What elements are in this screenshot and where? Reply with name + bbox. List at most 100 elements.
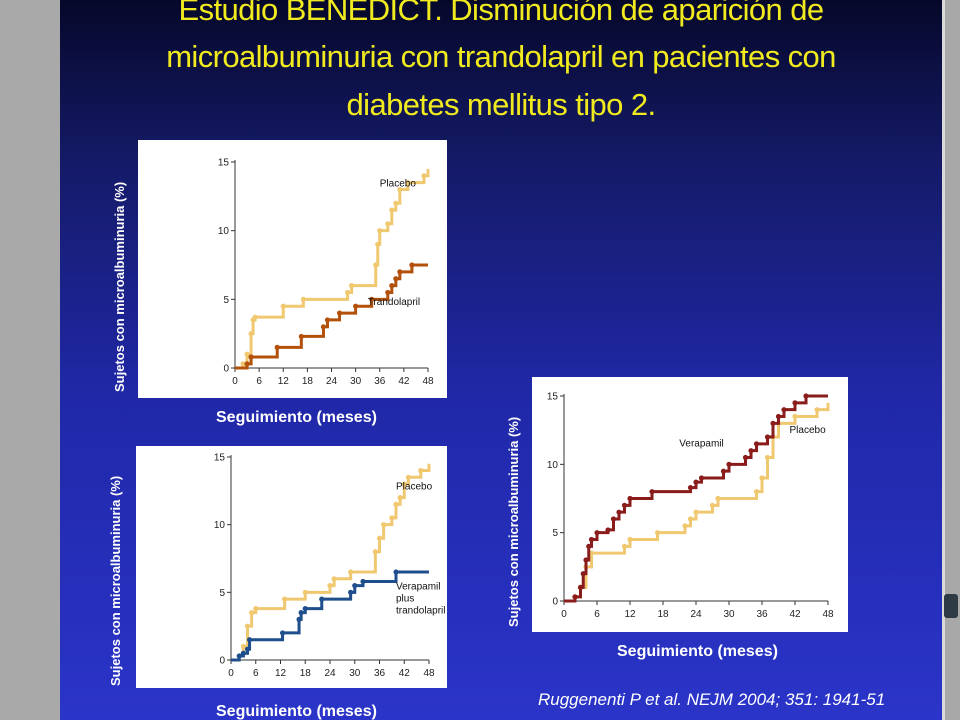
data-point — [792, 400, 798, 406]
data-point — [240, 361, 246, 367]
x-tick-label: 30 — [350, 376, 362, 387]
x-tick-label: 18 — [302, 376, 314, 387]
y-tick-label: 0 — [223, 364, 229, 375]
data-point — [726, 461, 732, 467]
series-placebo — [564, 402, 830, 603]
y-tick-label: 0 — [552, 597, 558, 608]
data-point — [298, 333, 304, 340]
data-point — [296, 616, 302, 622]
data-point — [764, 434, 771, 440]
data-point — [405, 474, 411, 480]
x-tick-label: 0 — [228, 668, 234, 679]
x-tick-label: 36 — [374, 376, 386, 387]
data-point — [610, 516, 617, 522]
data-point — [244, 646, 251, 652]
data-point — [748, 448, 754, 454]
data-point — [654, 530, 661, 536]
data-point — [421, 173, 427, 179]
y-tick-label: 5 — [219, 588, 225, 599]
legend-label: Placebo — [790, 425, 827, 436]
series-line — [564, 402, 830, 603]
data-point — [627, 536, 633, 543]
data-point — [397, 269, 403, 275]
chart-2-ylabel: Sujetos con microalbuminuria (%) — [108, 475, 123, 686]
y-tick-label: 10 — [214, 520, 226, 531]
data-point — [372, 549, 378, 555]
y-tick-label: 15 — [218, 158, 230, 169]
data-point — [385, 221, 391, 227]
chart-1-xlabel: Seguimiento (meses) — [216, 409, 377, 426]
x-tick-label: 48 — [422, 376, 434, 387]
data-point — [274, 344, 280, 350]
legend-label: Trandolapril — [368, 297, 420, 308]
x-tick-label: 12 — [624, 609, 636, 620]
data-point — [583, 557, 589, 563]
series-line — [564, 394, 828, 603]
y-tick-label: 15 — [547, 392, 559, 403]
data-point — [344, 289, 351, 296]
legend-label: Placebo — [380, 179, 417, 190]
data-point — [693, 479, 699, 485]
x-tick-label: 42 — [399, 668, 411, 679]
data-point — [240, 650, 246, 656]
data-point — [246, 637, 253, 643]
data-point — [302, 605, 308, 612]
x-tick-label: 36 — [756, 609, 768, 620]
chart-trandolapril-vs-placebo: 0 6 12 18 24 30 36 42 48 0 5 10 15 Placebo Trandolapri… — [138, 140, 447, 398]
x-tick-label: 0 — [232, 376, 238, 387]
x-tick-label: 30 — [349, 668, 361, 679]
citation: Ruggenenti P et al. NEJM 2004; 351: 1941… — [538, 690, 886, 709]
x-tick-label: 24 — [690, 609, 702, 620]
right-scroll-panel — [942, 0, 960, 720]
data-point — [715, 495, 721, 502]
data-point — [781, 407, 787, 413]
x-tick-label: 48 — [423, 668, 435, 679]
legend-label: plus — [396, 594, 414, 605]
data-point — [279, 630, 286, 636]
data-point — [393, 569, 399, 575]
x-tick-label: 6 — [594, 609, 600, 620]
data-point — [764, 454, 771, 461]
x-tick-label: 12 — [278, 376, 290, 387]
series-placebo — [231, 463, 431, 662]
data-point — [389, 207, 395, 213]
data-point — [385, 289, 391, 296]
slide-title-line-3: diabetes mellitus tipo 2. — [346, 87, 657, 122]
series-placebo — [235, 168, 430, 370]
x-tick-label: 42 — [398, 376, 410, 387]
data-point — [627, 495, 633, 502]
data-point — [252, 314, 258, 320]
x-tick-label: 6 — [256, 376, 262, 387]
data-point — [588, 536, 595, 543]
chart-verapamil-trandolapril-vs-placebo: 0 6 12 18 24 30 36 42 48 0 5 10 15 Placebo Verapamilpl… — [136, 446, 447, 688]
y-tick-label: 5 — [223, 295, 229, 306]
data-point — [349, 283, 355, 289]
data-point — [327, 582, 333, 589]
series-line — [235, 168, 430, 370]
data-point — [742, 454, 749, 461]
data-point — [360, 578, 366, 585]
data-point — [621, 543, 628, 549]
data-point — [616, 509, 622, 515]
data-point — [240, 643, 246, 650]
slide: Estudio BENEDICT. Disminución de aparici… — [60, 0, 942, 720]
data-point — [373, 262, 379, 268]
data-point — [369, 296, 375, 302]
data-point — [393, 200, 399, 206]
data-point — [336, 310, 343, 316]
data-point — [621, 502, 628, 508]
data-point — [319, 596, 325, 602]
data-point — [693, 509, 699, 515]
x-tick-label: 0 — [561, 609, 567, 620]
data-point — [389, 515, 395, 521]
data-point — [248, 331, 254, 337]
data-point — [814, 407, 820, 413]
side-tab-button[interactable] — [944, 594, 958, 618]
data-point — [389, 283, 395, 289]
legend-label: Placebo — [396, 481, 433, 492]
x-tick-label: 12 — [275, 668, 287, 679]
chart-2-xlabel: Seguimiento (meses) — [216, 703, 377, 720]
data-point — [375, 241, 381, 247]
chart-3-xlabel: Seguimiento (meses) — [617, 643, 778, 660]
data-point — [331, 576, 337, 582]
